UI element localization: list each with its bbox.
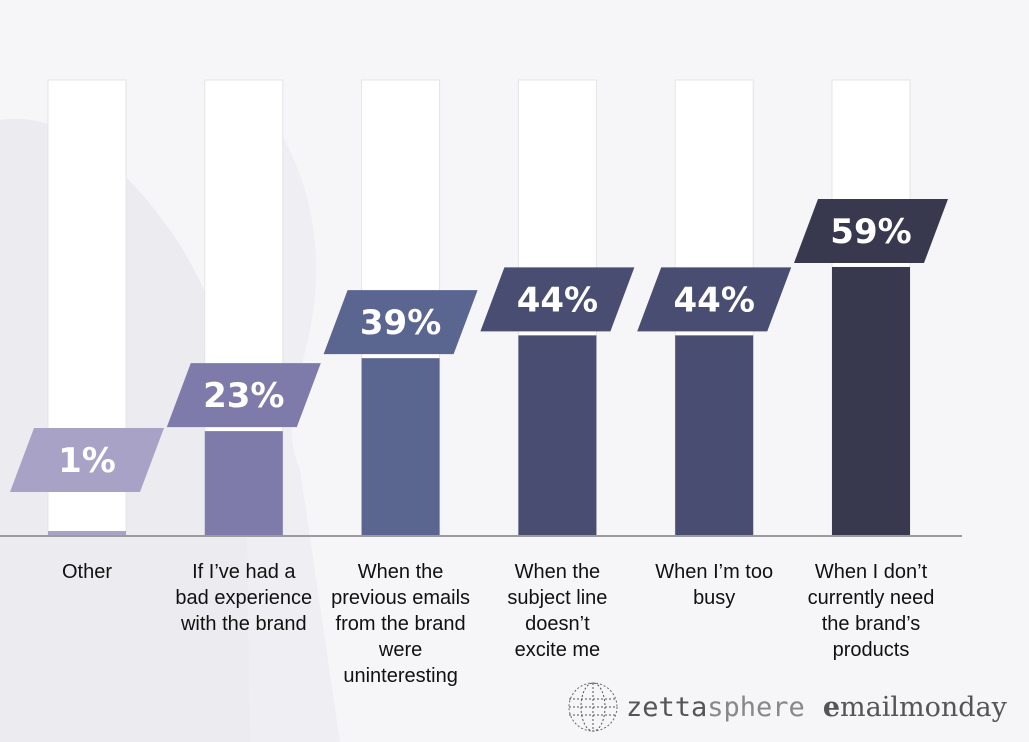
bar: [518, 335, 597, 536]
value-badge: [323, 290, 478, 355]
bar: [204, 431, 283, 536]
value-badge: [480, 267, 635, 332]
category-label: When the subject line doesn’t excite me: [507, 561, 608, 661]
bar: [48, 531, 126, 536]
value-badge: [10, 428, 164, 492]
bar: [832, 266, 910, 536]
value-label: 44%: [674, 280, 755, 320]
emailmonday-logo: emailmonday: [822, 691, 1007, 723]
value-label: 39%: [360, 303, 441, 343]
zettasphere-globe-icon: [568, 682, 618, 732]
category-label: If I’ve had a bad experience with the br…: [175, 561, 313, 635]
category-label: Other: [61, 561, 113, 583]
category-label: When I’m too busy: [655, 561, 774, 609]
value-label: 23%: [203, 376, 284, 416]
zettasphere-logo: zettasphere: [626, 691, 805, 723]
brand-footer: zettasphere emailmonday: [566, 680, 1007, 734]
value-badge: [637, 267, 792, 332]
bar: [675, 335, 754, 536]
value-label: 44%: [517, 280, 598, 320]
value-label: 59%: [830, 212, 911, 252]
value-label: 1%: [58, 441, 116, 481]
category-label: When the previous emails from the brand …: [331, 561, 471, 687]
value-badge: [166, 363, 321, 428]
value-badge: [794, 198, 948, 263]
category-label: When I don’t currently need the brand’s …: [807, 561, 935, 661]
bar: [361, 358, 440, 536]
